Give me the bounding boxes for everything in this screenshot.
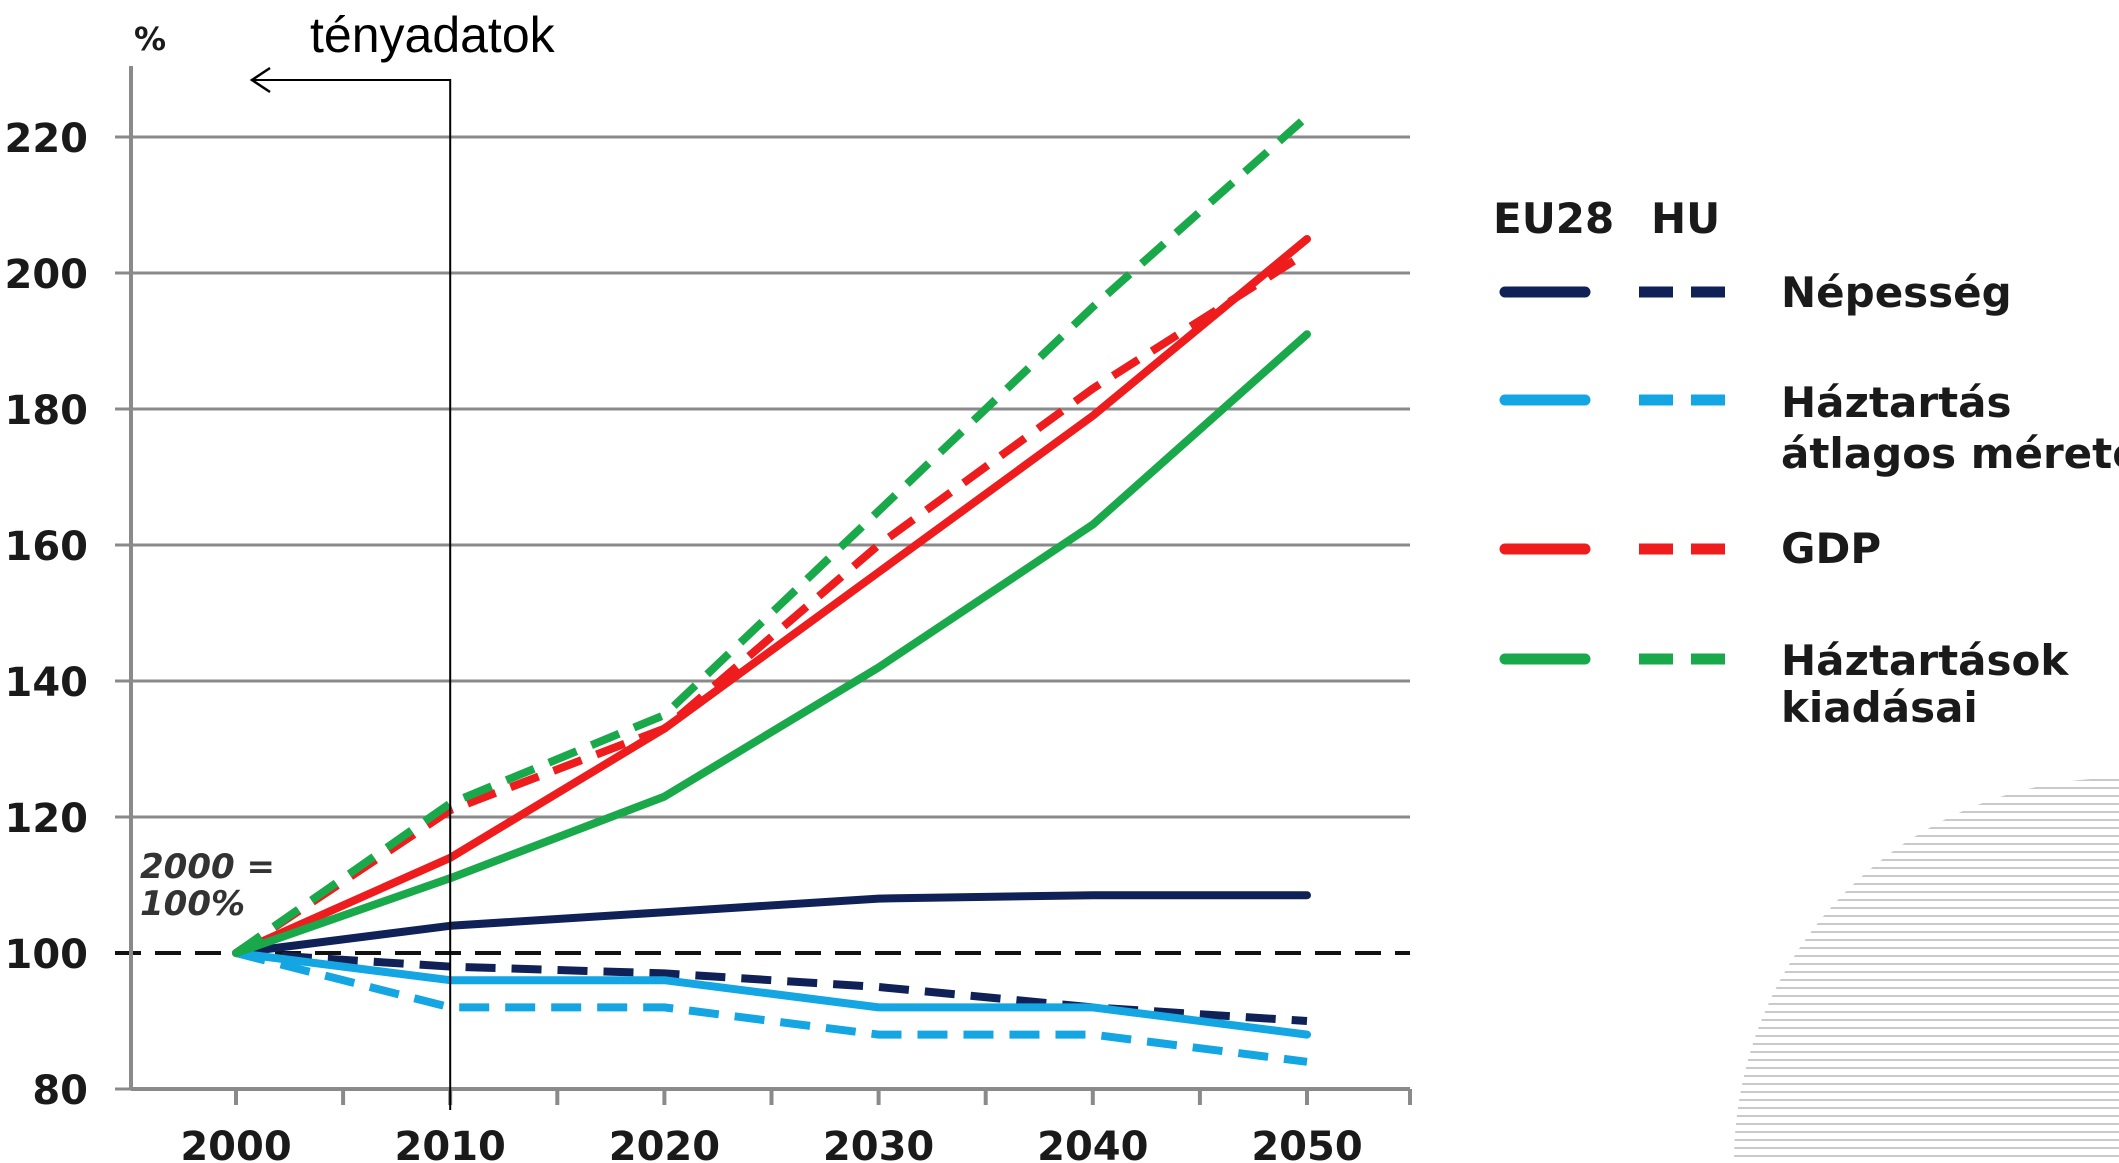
- x-tick-label-2050: 2050: [1251, 1124, 1362, 1163]
- legend-header-eu28: EU28: [1493, 194, 1614, 243]
- series-1-hu-line: [235, 949, 1308, 1066]
- legend-label-1-1: átlagos mérete: [1781, 429, 2119, 478]
- y-tick-label-140: 140: [5, 660, 89, 706]
- legend-label-1-0: Háztartás: [1781, 378, 2012, 427]
- y-axis-unit-label: %: [134, 20, 166, 58]
- x-tick-label-2010: 2010: [395, 1124, 506, 1163]
- x-tick-label-2000: 2000: [180, 1124, 291, 1163]
- y-tick-label-180: 180: [5, 388, 89, 434]
- x-tick-label-2020: 2020: [609, 1124, 720, 1163]
- legend-label-3-0: Háztartások: [1781, 636, 2069, 685]
- x-tick-label-2030: 2030: [823, 1124, 934, 1163]
- actual-data-label: tényadatok: [310, 7, 556, 63]
- legend-header-hu: HU: [1651, 194, 1720, 243]
- y-tick-label-220: 220: [5, 116, 89, 162]
- base-annotation-line2: 100%: [140, 884, 245, 924]
- axes: 80 100 120 140 160 180 200 220 2000 2010 2020 2030 2…: [5, 20, 1412, 1163]
- legend-label-0-0: Népesség: [1781, 268, 2012, 317]
- series-3-eu28-line: [232, 330, 1311, 957]
- y-tick-label-100: 100: [5, 932, 89, 978]
- annotations: 2000 =100% tényadatok: [140, 7, 556, 1110]
- actual-data-arrow-head: [249, 66, 271, 94]
- series-3-hu-line: [233, 113, 1310, 957]
- y-tick-label-160: 160: [5, 524, 89, 570]
- y-tick-label-80: 80: [32, 1068, 88, 1114]
- base-annotation-line1: 2000 =: [140, 847, 275, 887]
- gridlines: [115, 135, 1410, 1091]
- series-2-hu-line: [233, 249, 1310, 957]
- series-2-eu28-line: [232, 235, 1311, 957]
- globe-stripes: [1734, 779, 2119, 1157]
- x-tick-label-2040: 2040: [1037, 1124, 1148, 1163]
- series-1-eu28-line: [232, 949, 1311, 1039]
- series-lines: [232, 113, 1311, 1066]
- y-tick-label-200: 200: [5, 252, 89, 298]
- y-tick-label-120: 120: [5, 796, 89, 842]
- legend-label-3-1: kiadásai: [1781, 683, 1978, 732]
- decorative-globe-icon: [1734, 779, 2119, 1157]
- legend-label-2-0: GDP: [1781, 524, 1881, 573]
- series-0-eu28-line: [232, 891, 1311, 957]
